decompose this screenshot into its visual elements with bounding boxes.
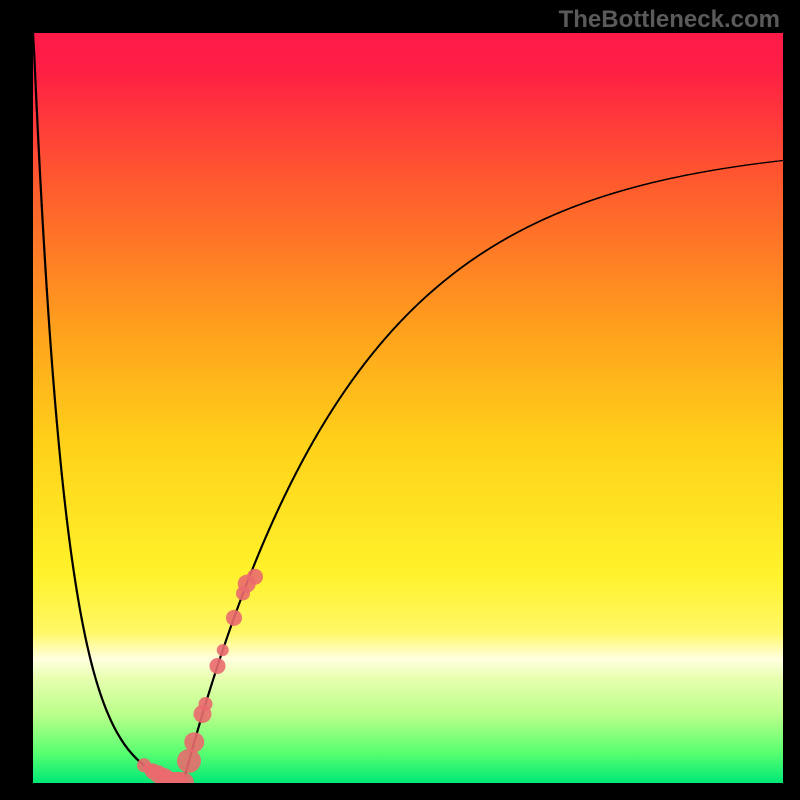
watermark-text: TheBottleneck.com [559,6,780,34]
curve-layer [33,33,783,783]
chart-frame: TheBottleneck.com [0,0,800,800]
overlay-dots [137,569,263,783]
bottleneck-curve [33,33,783,783]
plot-area [33,33,783,783]
